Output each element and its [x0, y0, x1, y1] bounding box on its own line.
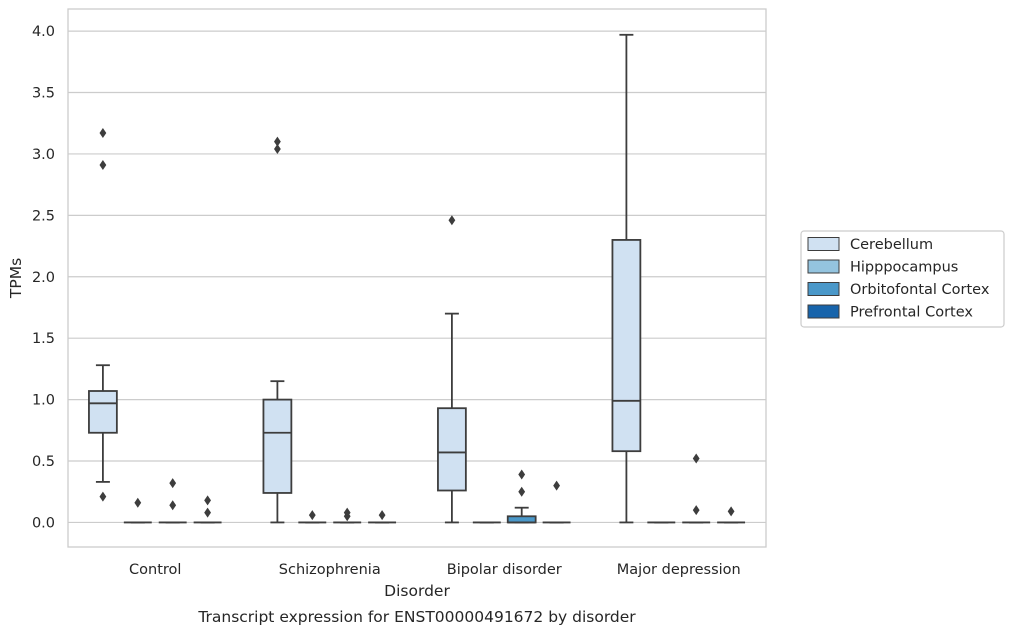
x-tick-label: Control — [129, 562, 181, 578]
x-axis: Control Schizophrenia Bipolar disorder Majo… — [129, 562, 741, 578]
legend-swatch — [807, 237, 840, 251]
outlier-point — [378, 510, 386, 521]
outlier-point — [518, 469, 526, 480]
box-body — [506, 515, 537, 524]
legend-label: Prefrontal Cortex — [850, 305, 973, 321]
y-tick-label: 2.0 — [32, 270, 55, 286]
outlier-point — [99, 128, 107, 139]
legend-swatch — [807, 304, 840, 319]
box-cerebellum — [88, 128, 118, 502]
outlier-point — [343, 511, 351, 522]
y-tick-label: 3.5 — [32, 86, 55, 102]
y-tick-label: 0.5 — [32, 454, 55, 470]
plot-frame — [67, 8, 767, 548]
box-orbitofontal-cortex — [158, 478, 187, 524]
box-prefrontal-cortex — [368, 510, 397, 524]
y-tick-label: 2.5 — [32, 208, 55, 224]
legend-label: Hipppocampus — [850, 260, 958, 276]
box-plot-area — [88, 33, 746, 524]
box-body — [611, 239, 642, 453]
legend-swatch — [807, 282, 840, 296]
outlier-point — [274, 144, 281, 155]
box-orbitofontal-cortex — [333, 507, 362, 524]
box-body — [262, 398, 293, 494]
box-prefrontal-cortex — [193, 495, 222, 524]
y-tick-label: 4.0 — [32, 24, 55, 40]
outlier-point — [204, 495, 211, 506]
y-tick-label: 1.5 — [32, 331, 55, 347]
legend: Cerebellum Hipppocampus Orbitofontal Corte… — [800, 230, 1005, 328]
outlier-point — [204, 507, 211, 518]
x-axis-label: Disorder — [384, 582, 450, 600]
box-orbitofontal-cortex — [506, 469, 537, 524]
y-axis: 0.0 0.5 1.0 1.5 2.0 2.5 3.0 3.5 4.0 — [32, 24, 55, 531]
box-hipppocampus — [298, 510, 327, 524]
outlier-point — [169, 500, 177, 511]
box-cerebellum — [611, 33, 642, 524]
legend-swatch — [807, 259, 840, 274]
box-body — [437, 407, 467, 492]
outlier-point — [99, 491, 107, 502]
box-body — [88, 390, 118, 434]
box-prefrontal-cortex — [542, 480, 571, 524]
box-prefrontal-cortex — [717, 506, 746, 524]
outlier-point — [692, 505, 700, 516]
y-tick-label: 1.0 — [32, 393, 55, 409]
outlier-point — [99, 159, 107, 170]
x-tick-label: Bipolar disorder — [447, 562, 562, 578]
y-axis-label: TPMs — [7, 258, 25, 299]
box-cerebellum — [262, 136, 293, 524]
legend-label: Orbitofontal Cortex — [850, 282, 990, 298]
outlier-point — [448, 215, 456, 226]
outlier-point — [553, 480, 560, 491]
outlier-point — [169, 478, 177, 489]
legend-label: Cerebellum — [850, 237, 933, 253]
box-hipppocampus — [123, 497, 152, 524]
outlier-point — [692, 453, 700, 464]
y-tick-label: 0.0 — [32, 515, 55, 531]
x-tick-label: Major depression — [617, 562, 741, 578]
outlier-point — [727, 506, 735, 517]
outlier-point — [308, 510, 316, 521]
x-tick-label: Schizophrenia — [279, 562, 381, 578]
box-cerebellum — [437, 215, 467, 524]
chart-title: Transcript expression for ENST0000049167… — [197, 608, 636, 626]
outlier-point — [518, 486, 526, 497]
box-orbitofontal-cortex — [682, 453, 711, 524]
y-tick-label: 3.0 — [32, 147, 55, 163]
legend-frame — [800, 230, 1005, 328]
outlier-point — [134, 497, 142, 508]
y-gridlines — [68, 30, 766, 524]
outlier-point — [274, 136, 281, 147]
